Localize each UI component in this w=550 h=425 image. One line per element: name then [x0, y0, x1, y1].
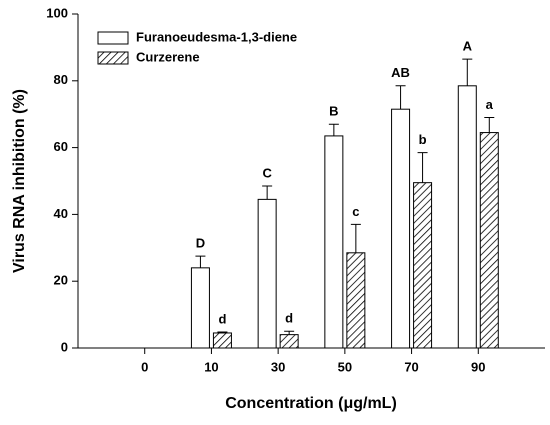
legend-label: Curzerene: [136, 49, 200, 64]
y-axis-label: Virus RNA inhibition (%): [11, 89, 28, 273]
x-tick-label: 10: [204, 359, 218, 374]
legend-swatch: [97, 31, 129, 45]
significance-letter: A: [463, 39, 473, 54]
bar: [324, 135, 344, 349]
significance-letter: b: [419, 132, 427, 147]
bar: [279, 334, 299, 349]
bar: [190, 267, 210, 349]
error-bar: [484, 117, 495, 133]
x-tick-label: 30: [271, 359, 285, 374]
significance-letter: C: [262, 165, 272, 180]
y-tick-label: 60: [54, 139, 68, 154]
legend-label: Furanoeudesma-1,3-diene: [136, 29, 297, 44]
significance-letter: B: [329, 104, 338, 119]
significance-letter: d: [285, 311, 293, 326]
significance-letter: D: [196, 236, 205, 251]
y-tick-label: 100: [46, 5, 68, 20]
bar: [391, 108, 411, 349]
y-tick-label: 20: [54, 273, 68, 288]
bar: [413, 182, 433, 349]
error-bar: [350, 223, 361, 253]
legend-swatch: [97, 51, 129, 65]
bar: [479, 132, 499, 349]
error-bar: [284, 330, 295, 335]
bar: [257, 198, 277, 349]
y-tick-label: 0: [61, 339, 68, 354]
bar: [457, 85, 477, 349]
x-tick-label: 70: [404, 359, 418, 374]
error-bar: [328, 123, 339, 136]
error-bar: [262, 185, 273, 200]
bar: [212, 332, 232, 349]
x-tick-label: 0: [141, 359, 148, 374]
y-tick-label: 40: [54, 206, 68, 221]
x-axis-label: Concentration (μg/mL): [225, 395, 397, 412]
error-bar: [217, 331, 228, 333]
error-bar: [395, 85, 406, 110]
error-bar: [417, 152, 428, 183]
error-bar: [195, 255, 206, 268]
x-tick-label: 50: [338, 359, 352, 374]
significance-letter: a: [486, 97, 494, 112]
error-bar: [462, 58, 473, 86]
bar: [346, 252, 366, 349]
y-tick-label: 80: [54, 72, 68, 87]
significance-letter: c: [352, 204, 359, 219]
significance-letter: AB: [391, 65, 410, 80]
significance-letter: d: [218, 311, 226, 326]
x-tick-label: 90: [471, 359, 485, 374]
